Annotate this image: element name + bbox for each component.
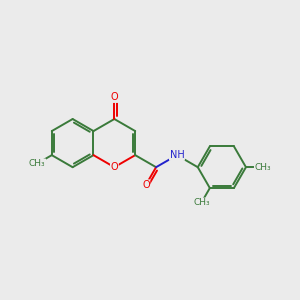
- Text: O: O: [110, 92, 118, 102]
- Text: NH: NH: [169, 150, 184, 160]
- Text: O: O: [142, 180, 150, 190]
- Text: O: O: [110, 162, 118, 172]
- Text: CH₃: CH₃: [29, 159, 46, 168]
- Text: CH₃: CH₃: [193, 198, 210, 207]
- Text: CH₃: CH₃: [254, 163, 271, 172]
